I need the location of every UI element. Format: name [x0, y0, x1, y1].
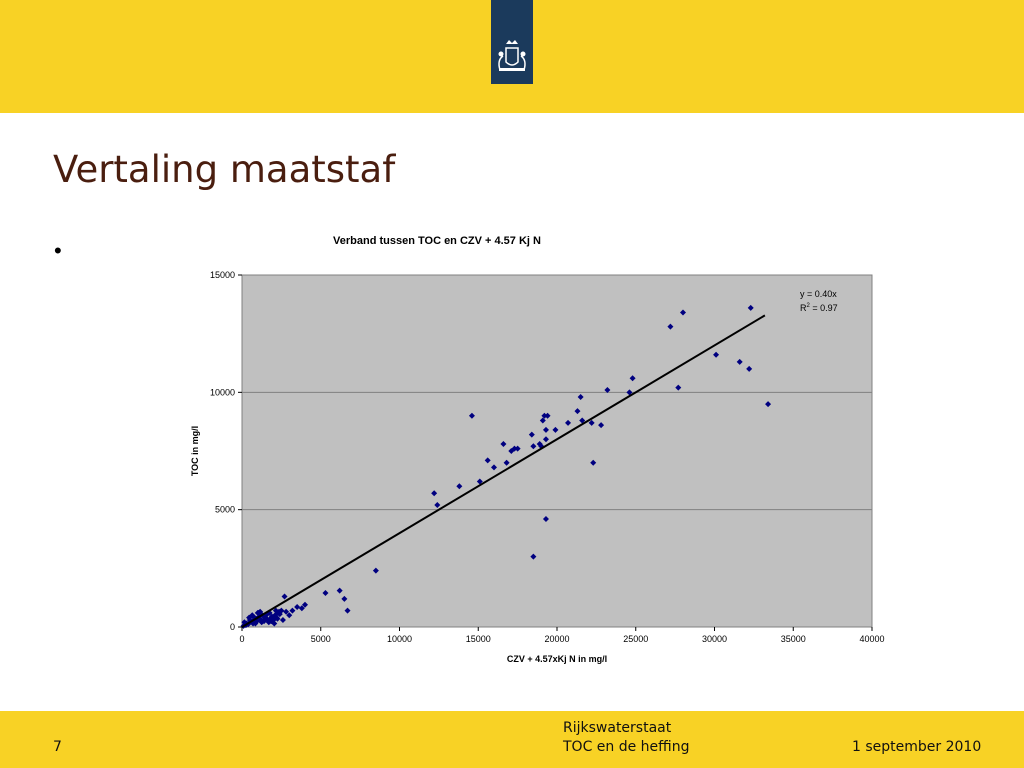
x-tick-label: 0: [239, 634, 244, 644]
plot-area: [241, 274, 873, 628]
data-point: [528, 431, 535, 438]
y-tick-label: 0: [230, 622, 235, 632]
data-point: [765, 401, 772, 408]
slide-title: Vertaling maatstaf: [53, 148, 396, 191]
page-number: 7: [53, 739, 62, 755]
data-point: [271, 620, 278, 627]
data-point: [258, 619, 265, 626]
data-point: [274, 615, 281, 622]
data-point: [272, 607, 279, 614]
data-point: [500, 440, 507, 447]
y-tick-label: 15000: [210, 270, 235, 280]
data-point: [626, 389, 633, 396]
x-tick-label: 40000: [859, 634, 884, 644]
data-point: [590, 459, 597, 466]
data-point: [530, 553, 537, 560]
data-point: [747, 304, 754, 311]
data-point: [746, 365, 753, 372]
data-point: [604, 386, 611, 393]
data-point: [574, 408, 581, 415]
data-point: [298, 605, 305, 612]
chart-title: Verband tussen TOC en CZV + 4.57 Kj N: [333, 235, 541, 247]
x-tick-label: 30000: [702, 634, 727, 644]
x-axis-label: CZV + 4.57xKj N in mg/l: [507, 654, 607, 664]
r-squared-label: R2 = 0.97: [800, 303, 838, 313]
data-point: [579, 417, 586, 424]
logo: [491, 0, 533, 84]
data-point: [536, 440, 543, 447]
x-tick-label: 20000: [544, 634, 569, 644]
data-point: [281, 593, 288, 600]
data-point: [272, 612, 279, 619]
data-point: [544, 412, 551, 419]
data-point: [552, 426, 559, 433]
footer-band: [0, 711, 1024, 768]
data-point: [257, 608, 264, 615]
data-point: [253, 618, 260, 625]
data-point: [278, 607, 285, 614]
data-point: [372, 567, 379, 574]
data-point: [598, 422, 605, 429]
data-point: [542, 426, 549, 433]
data-point: [431, 490, 438, 497]
data-point: [542, 436, 549, 443]
data-point: [279, 616, 286, 623]
y-axis-label: TOC in mg/l: [190, 426, 200, 476]
y-tick-label: 5000: [215, 505, 235, 515]
data-point: [283, 608, 290, 615]
x-tick-label: 35000: [781, 634, 806, 644]
trendline-equation: y = 0.40x: [800, 289, 837, 299]
y-tick-label: 10000: [210, 387, 235, 397]
scatter-chart: Verband tussen TOC en CZV + 4.57 Kj N 0 5…: [190, 235, 885, 664]
data-point: [565, 419, 572, 426]
footer-subject: TOC en de heffing: [563, 739, 690, 755]
x-tick-label: 25000: [623, 634, 648, 644]
trendline: [241, 314, 766, 628]
x-tick-label: 10000: [387, 634, 412, 644]
x-tick-label: 5000: [311, 634, 331, 644]
data-point: [341, 595, 348, 602]
royal-coat-of-arms-icon: [498, 40, 526, 71]
data-point: [252, 620, 259, 627]
data-point: [577, 394, 584, 401]
data-point: [539, 417, 546, 424]
footer-org: Rijkswaterstaat: [563, 720, 672, 736]
data-point: [736, 358, 743, 365]
data-point: [629, 375, 636, 382]
data-point: [249, 612, 256, 619]
data-point: [468, 412, 475, 419]
data-point: [265, 619, 272, 626]
data-point: [344, 607, 351, 614]
data-point: [675, 384, 682, 391]
footer-date: 1 september 2010: [852, 739, 982, 755]
data-point: [588, 419, 595, 426]
data-point: [491, 464, 497, 471]
data-point: [286, 612, 293, 619]
data-point: [680, 309, 686, 316]
data-point: [294, 604, 301, 611]
x-tick-label: 15000: [466, 634, 491, 644]
data-point: [713, 351, 720, 358]
data-point: [302, 601, 308, 608]
data-point: [322, 589, 329, 596]
data-point: [542, 516, 549, 523]
bullet-point: •: [54, 238, 62, 263]
data-point: [667, 323, 674, 330]
data-point: [434, 501, 441, 508]
data-point: [476, 478, 483, 485]
data-point: [484, 457, 491, 464]
data-point: [503, 459, 510, 466]
data-point: [456, 483, 463, 490]
data-point: [541, 412, 548, 419]
data-point: [530, 443, 537, 450]
data-point: [514, 445, 521, 452]
data-point: [336, 587, 343, 594]
data-point: [289, 607, 296, 614]
